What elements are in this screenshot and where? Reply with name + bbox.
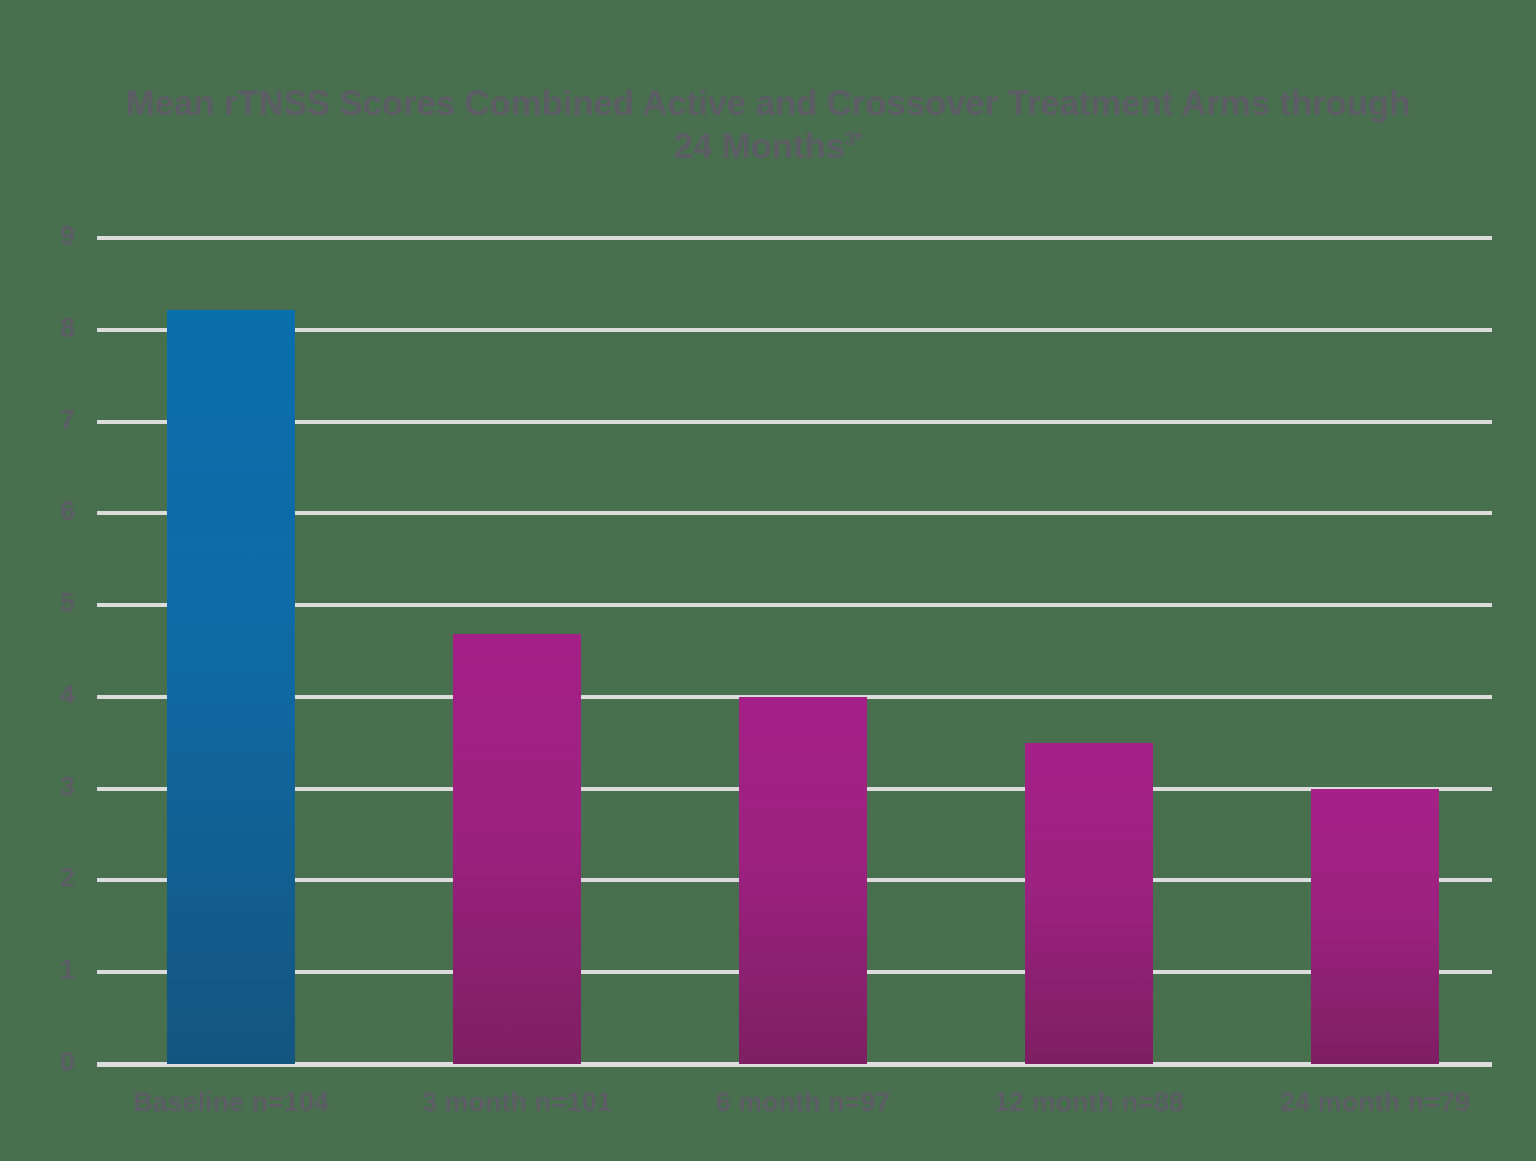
- gridline-0: 0: [60, 1048, 1492, 1075]
- gridline-9: 9: [60, 222, 1492, 249]
- bar: [167, 309, 295, 1064]
- chart-title-footnote-marker: 3*: [844, 129, 863, 151]
- chart-title: Mean rTNSS Scores Combined Active and Cr…: [0, 82, 1536, 168]
- x-axis-category-label: 12 month n=88: [994, 1087, 1184, 1117]
- y-axis-tick-label: 7: [59, 404, 75, 435]
- plot-area: 9 8 7 6 5 4 3 2 1 0: [60, 222, 1492, 1075]
- bar: [453, 634, 581, 1064]
- bars-layer: [97, 238, 1492, 1064]
- x-axis-category-label: Baseline n=104: [133, 1087, 329, 1117]
- y-axis-tick-label: 6: [59, 495, 75, 526]
- gridline-7: 7: [60, 406, 1492, 433]
- gridline-8: 8: [60, 314, 1492, 341]
- bar: [739, 696, 867, 1064]
- x-axis-category-label: 24 month n=79: [1280, 1087, 1470, 1117]
- y-axis-tick-label: 8: [59, 312, 75, 343]
- y-axis-tick-label: 1: [59, 954, 75, 985]
- gridline-5: 5: [60, 589, 1492, 616]
- y-axis-tick-label: 2: [59, 862, 75, 893]
- bar: [1311, 788, 1439, 1064]
- y-axis-tick-label: 4: [59, 679, 75, 710]
- x-axis-labels: Baseline n=104 3 month n=101 6 month n=97 1…: [0, 1082, 1536, 1122]
- x-axis-category-label: 6 month n=97: [715, 1087, 891, 1117]
- chart-title-text: Mean rTNSS Scores Combined Active and Cr…: [125, 84, 1411, 166]
- y-axis-tick-label: 5: [59, 587, 75, 618]
- y-axis-tick-label: 9: [59, 220, 75, 251]
- gridline-4: 4: [60, 681, 1492, 708]
- y-axis-tick-label: 0: [59, 1046, 75, 1077]
- gridline-6: 6: [60, 497, 1492, 524]
- y-axis-tick-label: 3: [59, 771, 75, 802]
- x-axis-category-label: 3 month n=101: [422, 1087, 612, 1117]
- bar: [1025, 742, 1153, 1064]
